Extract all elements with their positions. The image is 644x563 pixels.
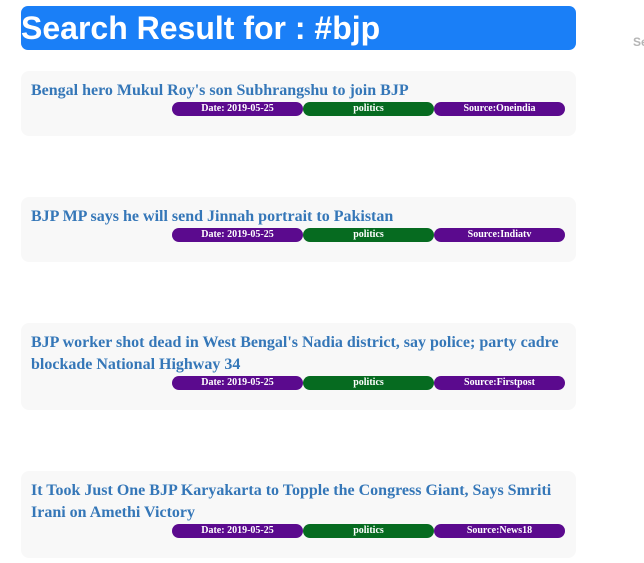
date-badge: Date: 2019-05-25 <box>172 524 303 538</box>
result-card: It Took Just One BJP Karyakarta to Toppl… <box>21 471 576 558</box>
result-card: Bengal hero Mukul Roy's son Subhrangshu … <box>21 71 576 136</box>
category-badge[interactable]: politics <box>303 228 434 242</box>
result-meta: Date: 2019-05-25 politics Source:Indiatv <box>172 228 565 242</box>
sidebar-cutoff-text: Se <box>633 35 644 49</box>
result-meta: Date: 2019-05-25 politics Source:Oneindi… <box>172 102 565 116</box>
date-badge: Date: 2019-05-25 <box>172 102 303 116</box>
search-result-heading: Search Result for : #bjp <box>21 6 576 50</box>
source-badge: Source:Firstpost <box>434 376 565 390</box>
category-badge[interactable]: politics <box>303 376 434 390</box>
result-meta: Date: 2019-05-25 politics Source:News18 <box>172 524 565 538</box>
source-badge: Source:Oneindia <box>434 102 565 116</box>
result-title-link[interactable]: It Took Just One BJP Karyakarta to Toppl… <box>31 482 552 521</box>
result-title-link[interactable]: BJP MP says he will send Jinnah portrait… <box>31 208 394 225</box>
source-badge: Source:Indiatv <box>434 228 565 242</box>
date-badge: Date: 2019-05-25 <box>172 376 303 390</box>
source-badge: Source:News18 <box>434 524 565 538</box>
result-card: BJP MP says he will send Jinnah portrait… <box>21 197 576 262</box>
result-card: BJP worker shot dead in West Bengal's Na… <box>21 323 576 410</box>
category-badge[interactable]: politics <box>303 102 434 116</box>
category-badge[interactable]: politics <box>303 524 434 538</box>
result-title-link[interactable]: BJP worker shot dead in West Bengal's Na… <box>31 334 559 373</box>
date-badge: Date: 2019-05-25 <box>172 228 303 242</box>
result-meta: Date: 2019-05-25 politics Source:Firstpo… <box>172 376 565 390</box>
result-title-link[interactable]: Bengal hero Mukul Roy's son Subhrangshu … <box>31 82 409 99</box>
